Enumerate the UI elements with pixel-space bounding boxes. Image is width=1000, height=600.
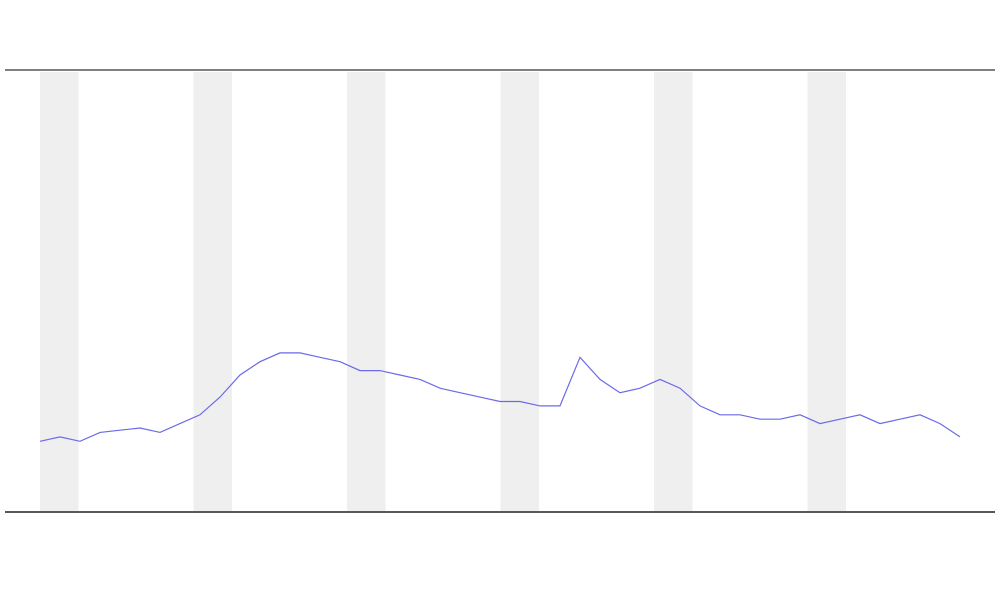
band bbox=[193, 72, 232, 511]
series-line bbox=[39, 352, 961, 442]
band bbox=[347, 72, 386, 511]
band bbox=[500, 72, 539, 511]
band bbox=[807, 72, 846, 511]
band bbox=[40, 72, 79, 511]
shaded-bands bbox=[40, 72, 846, 511]
band bbox=[654, 72, 693, 511]
